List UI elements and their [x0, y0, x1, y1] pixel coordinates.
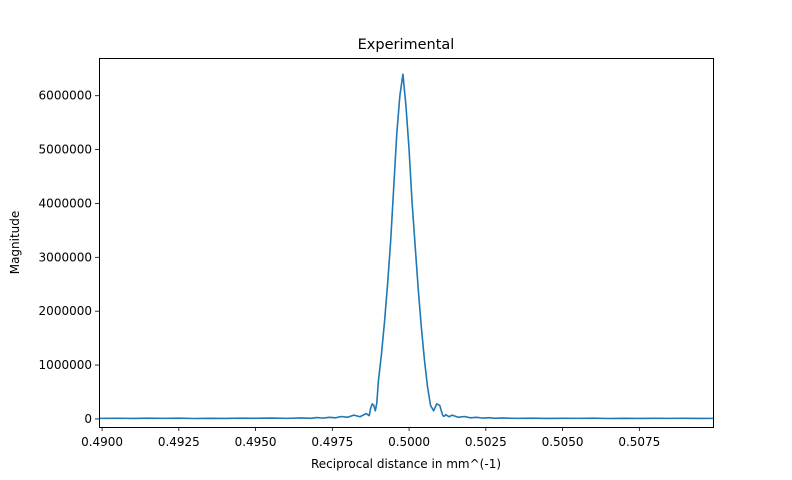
axis-ticks: 0.4900 0.4925 0.4950 0.4975 0.5000 0.5025 0.50… — [39, 89, 661, 449]
x-tick-label: 0.4900 — [81, 435, 123, 449]
x-tick-label: 0.5025 — [465, 435, 507, 449]
axes-frame — [99, 58, 714, 428]
series-line — [98, 73, 714, 420]
chart-title: Experimental — [358, 37, 455, 53]
x-tick-label: 0.5050 — [542, 435, 584, 449]
y-tick-label: 5000000 — [39, 143, 92, 157]
y-tick-label: 4000000 — [39, 196, 92, 210]
y-axis-label: Magnitude — [8, 211, 22, 275]
x-tick-label: 0.5075 — [618, 435, 660, 449]
y-tick-label: 6000000 — [39, 89, 92, 103]
y-tick-label: 0 — [84, 412, 92, 426]
y-tick-label: 3000000 — [39, 250, 92, 264]
y-tick-label: 1000000 — [39, 358, 92, 372]
x-axis-label: Reciprocal distance in mm^(-1) — [311, 457, 501, 471]
plot-area — [98, 73, 714, 420]
x-tick-label: 0.4950 — [235, 435, 277, 449]
x-tick-label: 0.4975 — [311, 435, 353, 449]
y-tick-label: 2000000 — [39, 304, 92, 318]
x-tick-label: 0.4925 — [158, 435, 200, 449]
x-tick-label: 0.5000 — [388, 435, 430, 449]
